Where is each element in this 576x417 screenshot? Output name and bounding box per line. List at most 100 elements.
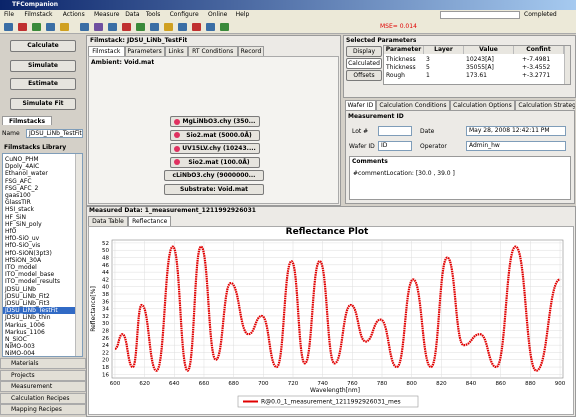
wafer-tab[interactable]: Calculation Conditions bbox=[375, 100, 450, 110]
library-item[interactable]: FSG_AFC_2 bbox=[5, 184, 39, 192]
toolbar-icon[interactable] bbox=[164, 23, 173, 31]
library-item[interactable]: Markus_1006 bbox=[5, 321, 45, 329]
toolbar-icon[interactable] bbox=[220, 23, 229, 31]
library-item[interactable]: GlassTIR bbox=[5, 199, 31, 207]
library-item[interactable]: NiMO-003 bbox=[5, 343, 35, 351]
library-item[interactable]: HF_SiN bbox=[5, 213, 26, 221]
library-item[interactable]: JDSU_LiNb bbox=[5, 285, 36, 293]
accordion: Materials Projects Measurement Calculation … bbox=[0, 358, 86, 417]
filmstack-tabs: Filmstack Parameters Links RT Conditions Rec… bbox=[88, 46, 338, 56]
library-item[interactable]: FSG_AFC bbox=[5, 177, 32, 185]
y-tick-label: 40 bbox=[102, 285, 109, 291]
library-item[interactable]: ITO_model bbox=[5, 264, 37, 271]
library-item[interactable]: Ethanol_water bbox=[5, 170, 48, 178]
library-item[interactable]: N_SiOC bbox=[5, 336, 27, 343]
toolbar-icon[interactable] bbox=[150, 23, 159, 31]
operator-field[interactable]: Admin_hw bbox=[466, 141, 566, 151]
library-item[interactable]: ITO_model_results bbox=[5, 278, 60, 286]
substrate-button[interactable]: Substrate: Void.mat bbox=[164, 184, 264, 195]
library-item[interactable]: HSI_stack bbox=[5, 206, 35, 214]
library-item[interactable]: HfO-SiON(3pt3) bbox=[5, 249, 52, 257]
toolbar-icon[interactable] bbox=[206, 23, 215, 31]
name-field[interactable]: JDSU_LiNb_TestFit bbox=[26, 129, 83, 138]
measured-tabs: Data Table Reflectance bbox=[88, 216, 208, 226]
action-button[interactable]: Calculate bbox=[10, 40, 76, 52]
accordion-item[interactable]: Mapping Recipes bbox=[0, 404, 86, 415]
measured-tab[interactable]: Reflectance bbox=[128, 216, 172, 226]
library-item[interactable]: JDSU_LiNb_Fit3 bbox=[5, 300, 50, 307]
library-item[interactable]: HF_SiN_poly bbox=[5, 220, 42, 228]
filmstack-tab[interactable]: Filmstack bbox=[88, 46, 125, 56]
action-button[interactable]: Simulate Fit bbox=[10, 98, 76, 110]
toolbar-icon[interactable] bbox=[18, 23, 27, 31]
parameter-button[interactable]: Offsets bbox=[346, 70, 382, 81]
wafer-tab[interactable]: Calculation Options bbox=[450, 100, 515, 110]
table-cell: +-7.4981 bbox=[522, 56, 551, 63]
table-cell: 173.61 bbox=[466, 72, 487, 79]
layer-button[interactable]: Sio2.mat (100.0Å) bbox=[170, 156, 260, 168]
toolbar-icon[interactable] bbox=[60, 23, 69, 31]
library-item[interactable]: ITO_model_base bbox=[5, 271, 55, 279]
layer-button[interactable]: cLiNbO3.chy (9000000... bbox=[164, 170, 264, 181]
wafer-field[interactable]: ID bbox=[378, 141, 412, 151]
accordion-item[interactable]: Measurement bbox=[0, 381, 86, 392]
library-item[interactable]: HfO-SiO_vis bbox=[5, 242, 41, 250]
library-item[interactable]: HfO bbox=[5, 228, 17, 235]
accordion-item[interactable]: Materials bbox=[0, 358, 86, 369]
toolbar-icon[interactable] bbox=[122, 23, 131, 31]
layer-icon bbox=[174, 145, 180, 152]
parameter-button[interactable]: Display bbox=[346, 46, 382, 57]
library-item[interactable]: JDSU_LiNb_TestFit bbox=[3, 307, 75, 315]
date-field[interactable]: May 28, 2008 12:42:11 PM bbox=[466, 126, 566, 136]
measured-tab[interactable]: Data Table bbox=[88, 216, 128, 226]
menu-item[interactable]: Help bbox=[235, 11, 250, 18]
toolbar-icon[interactable] bbox=[80, 23, 89, 31]
menu-item[interactable]: Actions bbox=[62, 11, 85, 18]
action-button[interactable]: Estimate bbox=[10, 78, 76, 90]
menu-item[interactable]: Tools bbox=[145, 11, 161, 18]
filmstack-tab[interactable]: Parameters bbox=[124, 46, 165, 56]
toolbar-icon[interactable] bbox=[46, 23, 55, 31]
toolbar-icon[interactable] bbox=[136, 23, 145, 31]
toolbar-icon[interactable] bbox=[32, 23, 41, 31]
menu-item[interactable]: Online bbox=[208, 11, 228, 18]
layer-button[interactable]: MgLiNbO3.chy (350... bbox=[170, 116, 260, 127]
layer-button[interactable]: UV15LV.chy (10243.... bbox=[170, 143, 260, 154]
library-item[interactable]: JDSU_LiNb_Fit2 bbox=[5, 292, 50, 300]
accordion-item[interactable]: Projects bbox=[0, 369, 86, 381]
library-item[interactable]: HfO-SiO_uv bbox=[5, 235, 40, 243]
library-item[interactable]: Markus_1106 bbox=[5, 328, 45, 336]
menu-item[interactable]: File bbox=[4, 11, 15, 18]
toolbar-icon[interactable] bbox=[178, 23, 187, 31]
toolbar-icon[interactable] bbox=[108, 23, 117, 31]
parameter-button[interactable]: Calculated bbox=[346, 58, 382, 69]
y-tick-label: 42 bbox=[102, 277, 109, 283]
wafer-tab[interactable]: Wafer ID bbox=[345, 100, 376, 110]
library-item[interactable]: CuNO_PHM bbox=[5, 156, 39, 163]
menu-item[interactable]: Measure bbox=[94, 11, 120, 18]
toolbar-icon[interactable] bbox=[4, 23, 13, 31]
filmstack-tab[interactable]: RT Conditions bbox=[187, 46, 238, 56]
library-item[interactable]: gaas100 bbox=[5, 192, 31, 199]
accordion-item[interactable]: Calculation Recipes bbox=[0, 392, 86, 404]
filmstacks-tab[interactable]: Filmstacks bbox=[2, 116, 52, 125]
library-item[interactable]: Dpoly_4AIC bbox=[5, 163, 40, 171]
action-button[interactable]: Simulate bbox=[10, 60, 76, 72]
menu-item[interactable]: Data bbox=[125, 11, 140, 18]
library-item[interactable]: HfSiON_30A bbox=[5, 256, 42, 264]
y-tick-label: 28 bbox=[102, 329, 109, 335]
toolbar-icon[interactable] bbox=[192, 23, 201, 31]
filmstack-tab[interactable]: Links bbox=[164, 46, 188, 56]
lot-field[interactable] bbox=[378, 126, 412, 136]
scrollbar[interactable] bbox=[75, 154, 82, 356]
filmstack-tab[interactable]: Record bbox=[237, 46, 265, 56]
wafer-tab[interactable]: Calculation Strategy bbox=[514, 100, 575, 110]
library-item[interactable]: JDSU_LiNb_thin bbox=[5, 314, 51, 322]
layer-button[interactable]: Sio2.mat (5000.0Å) bbox=[170, 129, 260, 141]
toolbar-icon[interactable] bbox=[94, 23, 103, 31]
menu-item[interactable]: Configure bbox=[169, 11, 199, 18]
scrollbar[interactable] bbox=[564, 46, 570, 84]
menu-item[interactable]: Filmstack bbox=[24, 11, 53, 18]
library-item[interactable]: NiMO-004 bbox=[5, 350, 35, 357]
